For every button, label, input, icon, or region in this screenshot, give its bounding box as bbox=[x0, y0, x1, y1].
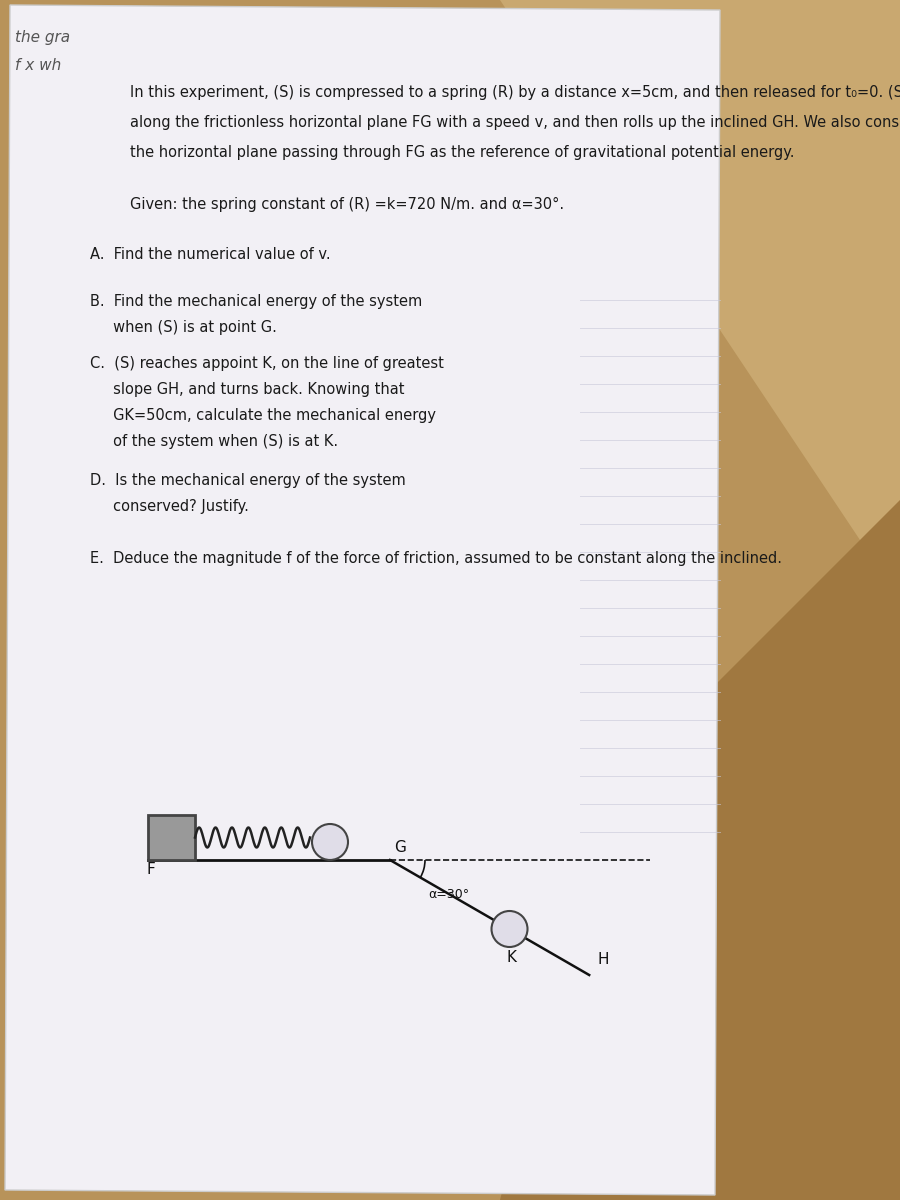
Text: Given: the spring constant of (R) =k=720 N/m. and α=30°.: Given: the spring constant of (R) =k=720… bbox=[130, 197, 564, 212]
Polygon shape bbox=[500, 500, 900, 1200]
Polygon shape bbox=[500, 0, 900, 600]
Text: K: K bbox=[507, 950, 517, 965]
Text: H: H bbox=[598, 952, 608, 967]
Text: A.  Find the numerical value of v.: A. Find the numerical value of v. bbox=[90, 247, 330, 262]
Text: the gra: the gra bbox=[15, 30, 70, 44]
Text: C.  (S) reaches appoint K, on the line of greatest: C. (S) reaches appoint K, on the line of… bbox=[90, 356, 444, 371]
Text: along the frictionless horizontal plane FG with a speed v, and then rolls up the: along the frictionless horizontal plane … bbox=[130, 115, 900, 130]
Text: when (S) is at point G.: when (S) is at point G. bbox=[90, 319, 277, 335]
Text: slope GH, and turns back. Knowing that: slope GH, and turns back. Knowing that bbox=[90, 382, 404, 397]
Text: the horizontal plane passing through FG as the reference of gravitational potent: the horizontal plane passing through FG … bbox=[130, 145, 795, 160]
Text: GK=50cm, calculate the mechanical energy: GK=50cm, calculate the mechanical energy bbox=[90, 408, 436, 424]
Text: D.  Is the mechanical energy of the system: D. Is the mechanical energy of the syste… bbox=[90, 473, 406, 488]
Bar bbox=[148, 815, 195, 860]
Text: E.  Deduce the magnitude f of the force of friction, assumed to be constant alon: E. Deduce the magnitude f of the force o… bbox=[90, 551, 782, 566]
Text: B.  Find the mechanical energy of the system: B. Find the mechanical energy of the sys… bbox=[90, 294, 422, 308]
Text: f x wh: f x wh bbox=[15, 58, 61, 73]
Circle shape bbox=[491, 911, 527, 947]
Circle shape bbox=[312, 824, 348, 860]
Text: G: G bbox=[394, 840, 406, 854]
Text: α=30°: α=30° bbox=[428, 888, 469, 901]
Text: conserved? Justify.: conserved? Justify. bbox=[90, 499, 249, 514]
Text: of the system when (S) is at K.: of the system when (S) is at K. bbox=[90, 434, 338, 449]
Text: In this experiment, (S) is compressed to a spring (R) by a distance x=5cm, and t: In this experiment, (S) is compressed to… bbox=[130, 85, 900, 100]
Polygon shape bbox=[5, 5, 720, 1195]
Text: F: F bbox=[146, 862, 155, 877]
